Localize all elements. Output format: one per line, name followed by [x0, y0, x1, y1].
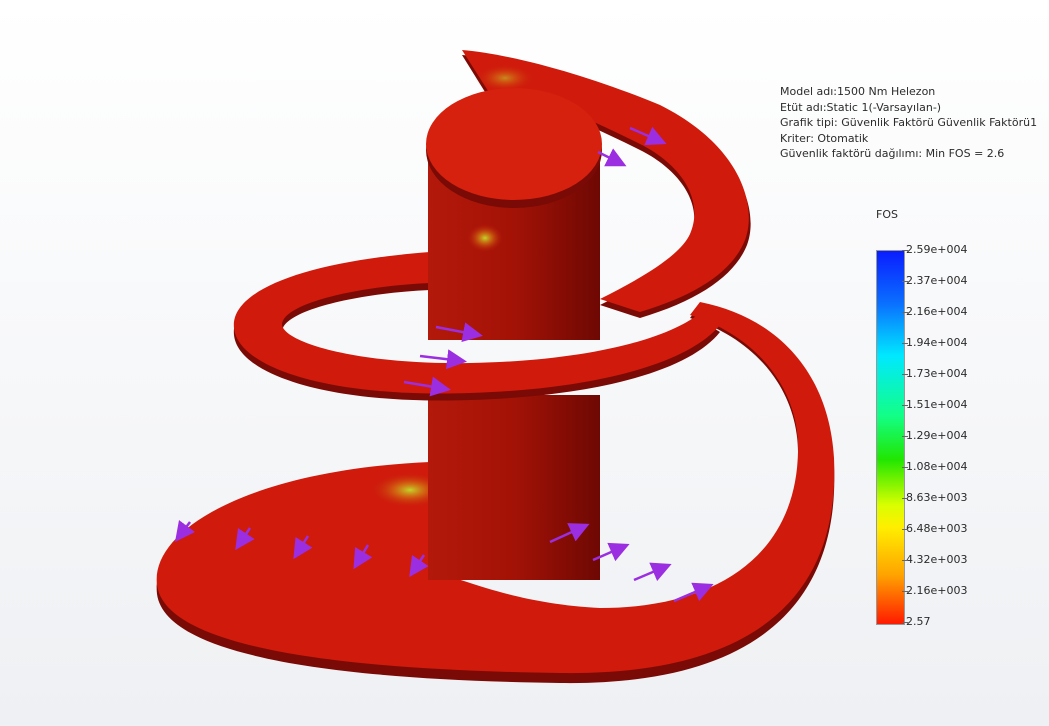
plot-type-label: Grafik tipi: Güvenlik Faktörü Güvenlik F… [780, 116, 1038, 129]
shaft-top-cap [426, 88, 602, 208]
model-name-label: Model adı:1500 Nm Helezon [780, 85, 936, 98]
legend-tick: 1.08e+004 [901, 460, 968, 473]
legend-color-bar [876, 250, 905, 625]
legend-tick: 1.29e+004 [901, 429, 968, 442]
fos-distribution-label: Güvenlik faktörü dağılımı: Min FOS = 2.6 [780, 147, 1005, 160]
legend-tick: 1.73e+004 [901, 367, 968, 380]
top-flight [462, 50, 751, 318]
legend-tick: 2.59e+004 [901, 243, 968, 256]
shaft-lower [428, 395, 600, 580]
legend-tick: 2.57 [902, 615, 931, 628]
middle-flight [233, 252, 720, 401]
legend-tick: 6.48e+003 [901, 522, 968, 535]
study-name-label: Etüt adı:Static 1(-Varsayılan-) [780, 100, 942, 114]
legend-tick: 2.16e+003 [901, 584, 968, 597]
legend-tick: 1.51e+004 [901, 398, 968, 411]
legend-tick: 1.94e+004 [901, 336, 968, 349]
legend-tick: 2.16e+004 [901, 305, 968, 318]
legend-tick: 8.63e+003 [901, 491, 968, 504]
legend-title: FOS [876, 208, 898, 221]
load-arrows [175, 126, 714, 603]
legend-tick: 4.32e+003 [901, 553, 968, 566]
plot-info-panel: Model adı:1500 Nm Helezon Etüt adı:Stati… [780, 84, 1037, 162]
criterion-label: Kriter: Otomatik [780, 131, 869, 145]
legend-tick: 2.37e+004 [901, 274, 968, 287]
